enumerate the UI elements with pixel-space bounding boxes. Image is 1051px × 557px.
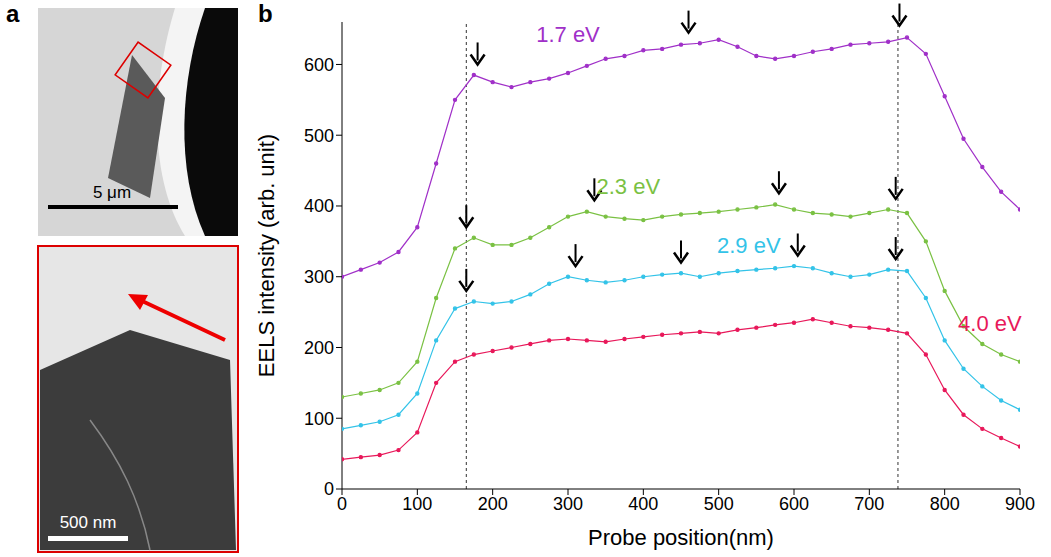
svg-text:EELS intensity (arb. unit): EELS intensity (arb. unit) [254, 134, 279, 377]
svg-text:0: 0 [337, 494, 347, 514]
svg-text:100: 100 [304, 409, 334, 429]
svg-text:500 nm: 500 nm [60, 513, 117, 532]
svg-text:400: 400 [628, 494, 658, 514]
svg-text:200: 200 [304, 338, 334, 358]
svg-text:a: a [6, 0, 20, 27]
svg-text:5 μm: 5 μm [93, 183, 131, 202]
svg-text:600: 600 [304, 55, 334, 75]
svg-text:1.7 eV: 1.7 eV [536, 22, 600, 47]
html-text:b: b [258, 0, 273, 27]
svg-text:Probe position(nm): Probe position(nm) [588, 525, 774, 550]
svg-text:800: 800 [930, 494, 960, 514]
svg-text:2.9 eV: 2.9 eV [717, 233, 781, 258]
svg-text:500: 500 [704, 494, 734, 514]
svg-text:700: 700 [854, 494, 884, 514]
svg-text:300: 300 [304, 267, 334, 287]
svg-text:200: 200 [478, 494, 508, 514]
svg-text:0: 0 [324, 479, 334, 499]
svg-text:500: 500 [304, 126, 334, 146]
svg-text:400: 400 [304, 196, 334, 216]
svg-text:300: 300 [553, 494, 583, 514]
svg-text:100: 100 [402, 494, 432, 514]
svg-text:900: 900 [1005, 494, 1035, 514]
svg-text:4.0 eV: 4.0 eV [958, 311, 1022, 336]
svg-text:600: 600 [779, 494, 809, 514]
svg-text:2.3 eV: 2.3 eV [596, 174, 660, 199]
